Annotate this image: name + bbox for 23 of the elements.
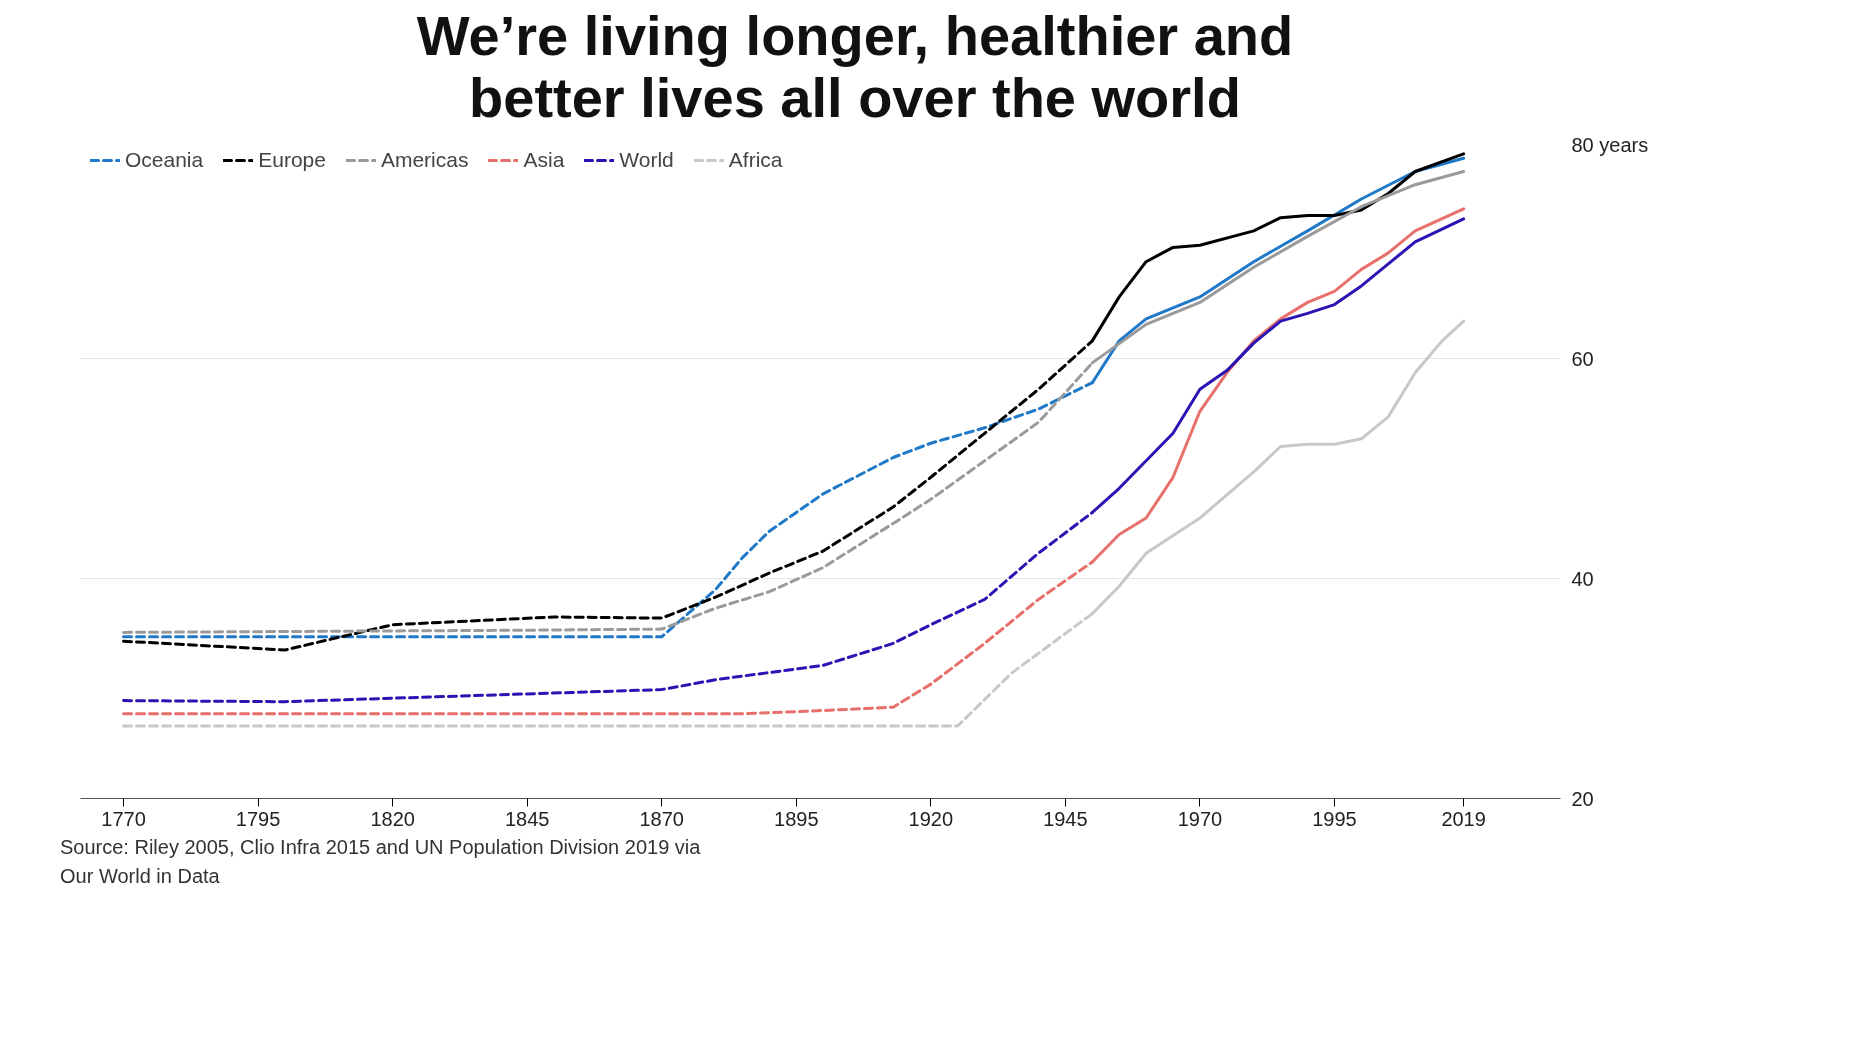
x-tick-label: 1770 xyxy=(101,807,146,830)
y-tick-label: 20 xyxy=(1571,787,1594,810)
x-tick-label: 1870 xyxy=(639,807,684,830)
y-tick-label: 80 years xyxy=(1571,133,1649,156)
x-tick-label: 2019 xyxy=(1441,807,1486,830)
source-note: Source: Riley 2005, Clio Infra 2015 and UN Population Division 2019 via Our World in Data xyxy=(60,835,701,889)
y-tick-label: 40 xyxy=(1571,567,1594,590)
x-tick-label: 1895 xyxy=(774,807,819,830)
x-tick-label: 1945 xyxy=(1043,807,1088,830)
y-tick-label: 60 xyxy=(1571,347,1594,370)
chart-title: We’re living longer, healthier and better lives all over the world xyxy=(416,4,1294,129)
x-tick-label: 1995 xyxy=(1312,807,1357,830)
legend-label: World xyxy=(619,148,674,173)
legend-label: Europe xyxy=(258,148,326,173)
legend-label: Oceania xyxy=(125,148,204,173)
legend-label: Africa xyxy=(728,148,783,173)
x-tick-label: 1845 xyxy=(504,807,550,830)
legend-label: Americas xyxy=(380,148,469,173)
x-tick-label: 1970 xyxy=(1177,807,1223,830)
x-tick-label: 1920 xyxy=(908,807,954,830)
legend-label: Asia xyxy=(523,148,565,173)
x-tick-label: 1795 xyxy=(235,807,281,830)
x-tick-label: 1820 xyxy=(370,807,415,830)
